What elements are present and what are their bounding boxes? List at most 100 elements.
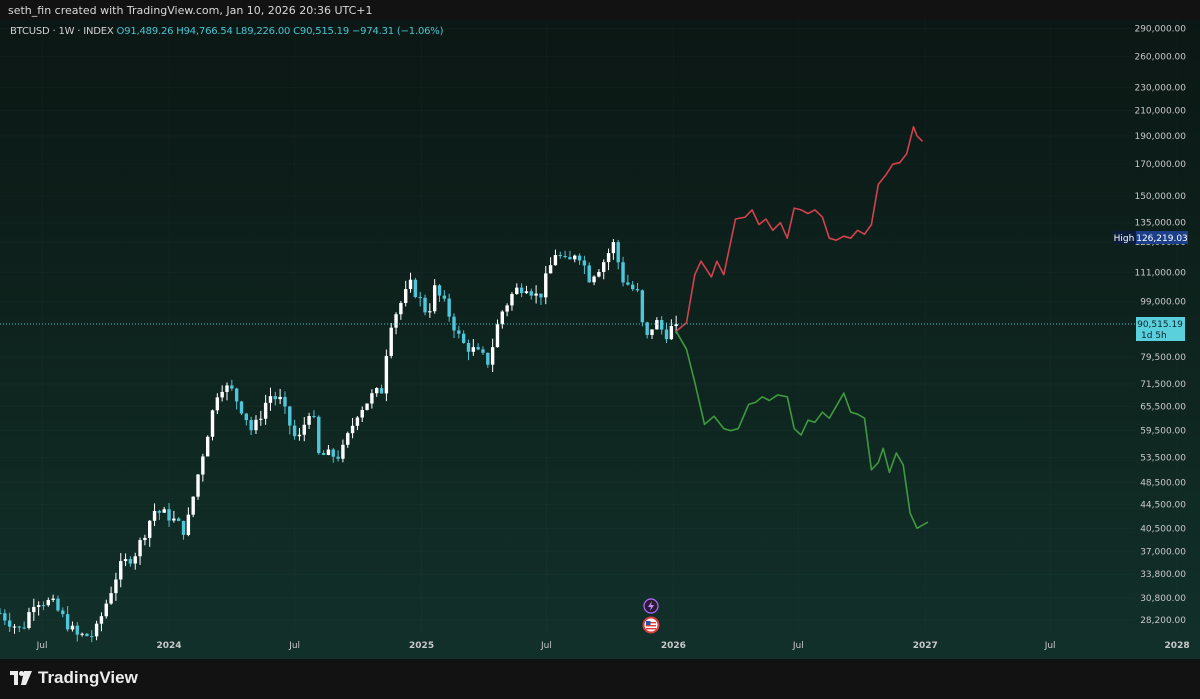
candle-body — [437, 285, 442, 296]
candle — [476, 343, 480, 351]
candle-body — [292, 425, 297, 437]
x-axis: Jul 2024 Jul 2025 Jul 2026 Jul 2027 Jul 2028 — [36, 641, 1190, 651]
candle-body — [355, 417, 360, 426]
candle — [133, 552, 137, 570]
ohlc-legend: BTCUSD · 1W · INDEX O91,489.26 H94,766.5… — [10, 26, 443, 37]
candle — [452, 313, 456, 338]
y-tick-label: 48,500.00 — [1140, 479, 1186, 489]
price-chart[interactable]: 290,000.00 260,000.00 230,000.00 210,000.00… — [0, 0, 1200, 659]
candle — [655, 317, 659, 330]
candle — [500, 310, 504, 329]
us-flag-event-icon[interactable] — [642, 616, 660, 634]
candle — [123, 553, 128, 567]
candle-body — [0, 613, 2, 615]
candle — [389, 322, 393, 359]
candle — [659, 316, 664, 335]
candle-body — [336, 456, 340, 459]
candle — [568, 250, 572, 260]
candle-body — [61, 610, 65, 615]
candle — [249, 416, 253, 436]
candle-body — [379, 388, 384, 394]
candle — [201, 453, 205, 482]
candle-body — [568, 257, 572, 260]
candle — [3, 609, 7, 626]
tradingview-logo[interactable]: TradingView — [10, 668, 138, 688]
y-tick-label: 210,000.00 — [1134, 107, 1186, 117]
candle — [172, 510, 176, 523]
candle-body — [205, 436, 210, 457]
candle-body — [12, 626, 17, 628]
candle — [239, 400, 244, 416]
candle — [336, 450, 340, 462]
x-tick-label: Jul — [792, 641, 804, 651]
candle-body — [529, 291, 533, 296]
candle-body — [119, 561, 123, 580]
flash-event-icon[interactable] — [643, 598, 659, 614]
y-tick-label: 59,500.00 — [1140, 427, 1186, 437]
candle — [0, 608, 2, 615]
candle-body — [186, 514, 191, 535]
candle-body — [360, 409, 364, 418]
candle — [138, 537, 142, 565]
candle-body — [553, 255, 558, 266]
candle — [432, 279, 437, 314]
candle — [486, 352, 490, 368]
candle — [640, 289, 645, 327]
candle-body — [350, 425, 355, 434]
candle — [273, 391, 277, 406]
candles-layer — [0, 238, 678, 643]
candle-body — [90, 636, 94, 638]
candle-body — [384, 355, 389, 394]
candle-body — [239, 401, 244, 414]
candle-body — [65, 614, 70, 630]
candle-body — [597, 271, 601, 277]
candle-body — [196, 474, 200, 497]
candle — [177, 517, 181, 522]
candle-body — [283, 396, 287, 407]
candle-body — [664, 329, 669, 340]
candle-body — [210, 410, 215, 437]
candle — [75, 622, 79, 642]
candle — [128, 556, 133, 567]
candle — [466, 339, 471, 361]
candle — [404, 280, 408, 307]
candle-body — [544, 273, 548, 298]
candle — [375, 387, 379, 397]
candle-body — [674, 324, 678, 327]
candle-body — [46, 599, 50, 606]
candle — [7, 612, 12, 633]
candle-body — [56, 598, 60, 611]
candle-body — [611, 242, 616, 254]
candle-body — [621, 262, 625, 283]
candle-body — [133, 556, 137, 564]
brand-name: TradingView — [38, 668, 138, 687]
candle — [413, 277, 418, 299]
candle-body — [626, 282, 630, 285]
candle-body — [341, 444, 345, 459]
candle-body — [659, 320, 664, 330]
y-tick-label: 111,000.00 — [1134, 268, 1186, 278]
candle-body — [534, 293, 538, 296]
candle — [268, 387, 273, 411]
candle-body — [423, 297, 427, 313]
candle-body — [75, 625, 79, 635]
candle-body — [215, 397, 220, 411]
candle-body — [123, 559, 128, 562]
bearish-projection-line — [675, 330, 929, 530]
candle — [582, 255, 587, 274]
candle — [471, 339, 476, 356]
projection-layer — [675, 126, 929, 530]
candle — [394, 312, 398, 335]
candle-body — [191, 496, 195, 515]
grid-layer — [0, 20, 1177, 636]
candle — [645, 321, 649, 339]
candle-body — [616, 242, 620, 263]
candle — [563, 250, 567, 259]
header-bar: seth_fin created with TradingView.com, J… — [0, 0, 1200, 20]
y-tick-label: 65,500.00 — [1140, 402, 1186, 412]
x-tick-label: 2028 — [1165, 641, 1190, 651]
candle-body — [268, 396, 273, 403]
ohlc-values: O91,489.26 H94,766.54 L89,226.00 C90,515… — [116, 26, 444, 37]
candle — [635, 282, 640, 293]
candle — [302, 417, 306, 442]
